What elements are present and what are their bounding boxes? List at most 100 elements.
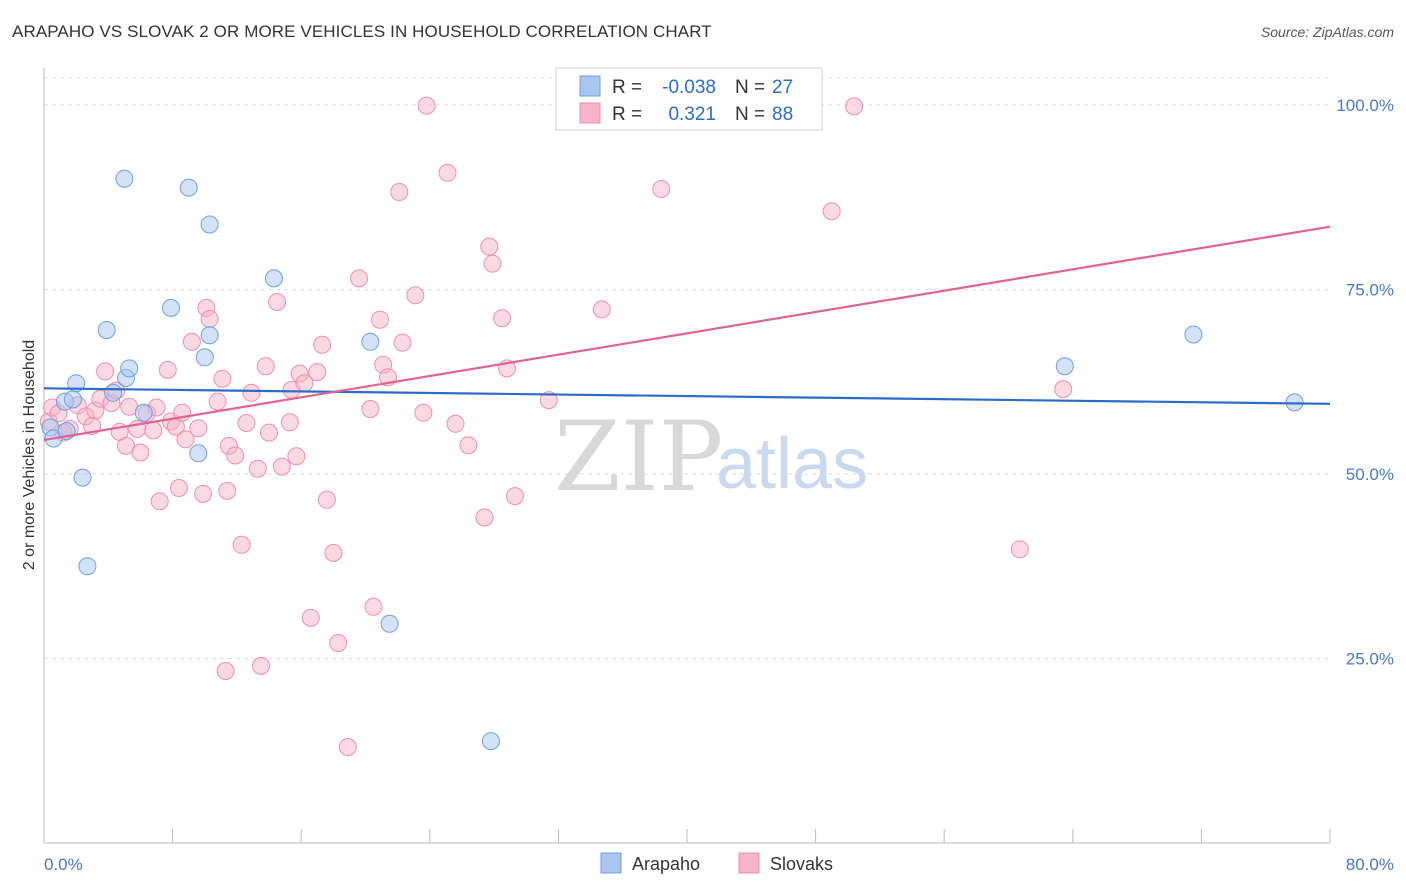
arapaho-point — [481, 732, 500, 751]
arapaho-point — [63, 390, 82, 409]
arapaho-point — [120, 359, 139, 378]
slovaks-point — [200, 310, 219, 328]
slovaks-trend-line — [43, 225, 1331, 442]
slovaks-point — [144, 421, 163, 440]
arapaho-point — [200, 326, 219, 345]
slovaks-point — [208, 392, 227, 411]
arapaho-point — [195, 348, 214, 367]
slovaks-point — [317, 490, 336, 509]
slovaks-point — [845, 97, 864, 116]
slovaks-point — [301, 608, 320, 627]
slovaks-point — [446, 414, 465, 433]
n-label-arapaho: N = — [735, 77, 765, 98]
slovaks-point — [158, 360, 177, 379]
slovaks-point — [414, 403, 433, 422]
slovaks-point — [338, 738, 357, 756]
n-label-slovaks: N = — [735, 104, 765, 125]
slovaks-point — [308, 363, 327, 382]
slovaks-point — [393, 333, 412, 352]
slovaks-point — [226, 446, 245, 465]
slovaks-point — [592, 300, 611, 319]
arapaho-point — [115, 169, 134, 188]
arapaho-point — [1055, 357, 1074, 376]
slovaks-point — [237, 414, 256, 432]
r-label-slovaks: R = — [612, 104, 642, 125]
legend-arapaho-swatch — [600, 852, 622, 874]
slovaks-point — [216, 662, 235, 680]
chart-title: ARAPAHO VS SLOVAK 2 OR MORE VEHICLES IN … — [12, 22, 712, 41]
slovaks-point — [350, 269, 369, 288]
slovaks-point — [170, 479, 188, 497]
arapaho-point — [97, 321, 116, 339]
slovaks-point — [194, 484, 213, 503]
y-tick-label: 50.0% — [1346, 465, 1394, 484]
slovaks-point — [96, 362, 115, 381]
y-tick-label: 25.0% — [1346, 649, 1394, 668]
arapaho-point — [179, 178, 198, 197]
slovaks-point — [506, 487, 524, 506]
slovaks-point — [459, 436, 478, 455]
arapaho-trend-line — [43, 387, 1331, 405]
x-tick-label-min: 0.0% — [44, 855, 83, 874]
data-points — [39, 96, 1304, 756]
y-tick-label: 100.0% — [1336, 96, 1394, 115]
slovaks-point — [324, 543, 343, 562]
arapaho-point — [67, 374, 86, 393]
slovaks-point — [361, 400, 380, 418]
slovaks-point — [1054, 380, 1073, 399]
slovaks-point — [218, 481, 237, 500]
n-value-slovaks: 88 — [772, 104, 793, 125]
slovaks-point — [213, 369, 232, 388]
arapaho-point — [73, 468, 92, 487]
arapaho-point — [200, 215, 219, 234]
watermark-zip: ZIP — [554, 401, 723, 513]
slovaks-point — [182, 332, 201, 351]
slovaks-point — [652, 180, 671, 198]
slovaks-point — [260, 423, 278, 442]
slovaks-point — [329, 634, 348, 652]
slovaks-point — [232, 535, 251, 554]
watermark-atlas: atlas — [716, 424, 868, 504]
arapaho-point — [1184, 325, 1203, 344]
arapaho-point — [162, 298, 180, 317]
slovaks-point — [131, 443, 150, 462]
r-value-arapaho: -0.038 — [662, 77, 716, 98]
slovaks-point — [364, 597, 383, 616]
slovaks-point — [822, 202, 841, 221]
slovaks-point — [438, 163, 457, 182]
grid-lines — [44, 77, 1330, 659]
slovaks-point — [483, 254, 502, 273]
y-axis-label: 2 or more Vehicles in Household — [21, 340, 38, 570]
slovaks-point — [252, 656, 270, 675]
slovaks-point — [493, 309, 512, 328]
source-credit: Source: ZipAtlas.com — [1260, 24, 1394, 40]
slovaks-point — [280, 413, 299, 432]
slovaks-point — [272, 457, 291, 476]
watermark: ZIP atlas — [554, 401, 868, 513]
arapaho-point — [380, 614, 399, 633]
arapaho-point — [78, 557, 97, 576]
axes — [43, 68, 1331, 844]
r-value-slovaks: 0.321 — [668, 104, 716, 125]
series-legend: Arapaho Slovaks — [600, 852, 833, 874]
r-label-arapaho: R = — [612, 77, 642, 98]
slovaks-point — [268, 293, 287, 311]
slovaks-point — [150, 492, 169, 511]
arapaho-point — [104, 383, 123, 402]
arapaho-point — [361, 332, 380, 351]
trend-lines — [43, 225, 1331, 442]
arapaho-point — [134, 403, 153, 422]
n-value-arapaho: 27 — [772, 77, 793, 98]
slovaks-point — [256, 357, 275, 376]
legend-slovaks-label: Slovaks — [770, 854, 833, 874]
slovaks-swatch — [579, 102, 601, 124]
legend-arapaho-label: Arapaho — [632, 854, 700, 874]
slovaks-point — [176, 430, 195, 449]
slovaks-point — [248, 459, 267, 478]
slovaks-point — [1010, 540, 1029, 559]
legend-slovaks-swatch — [738, 852, 760, 874]
slovaks-point — [406, 286, 425, 305]
stats-legend: R = -0.038 N = 27 R = 0.321 N = 88 — [555, 67, 823, 131]
y-tick-label: 75.0% — [1346, 280, 1394, 299]
